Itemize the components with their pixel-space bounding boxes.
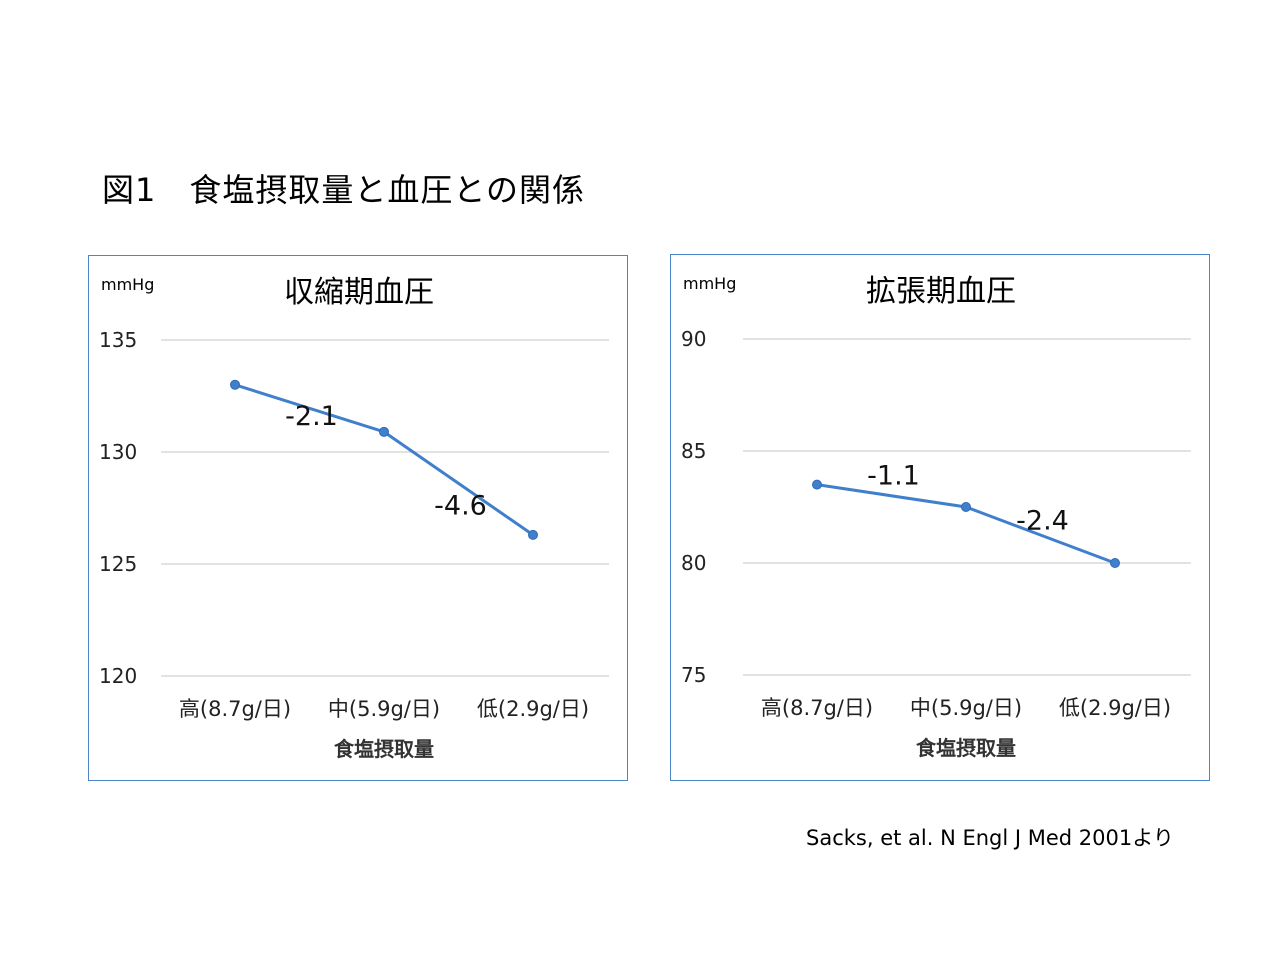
diastolic-y-tick-label: 85 — [681, 439, 706, 463]
diastolic-difference-label: -2.4 — [1016, 505, 1069, 536]
systolic-series-line — [234, 383, 534, 537]
systolic-y-tick-label: 130 — [99, 440, 137, 464]
systolic-y-tick-label: 135 — [99, 328, 137, 352]
systolic-data-point — [528, 529, 538, 540]
figure-title: 図1 食塩摂取量と血圧との関係 — [102, 171, 586, 209]
systolic-unit-label: mmHg — [101, 275, 154, 294]
systolic-difference-label: -2.1 — [285, 401, 338, 432]
diastolic-series-line — [816, 483, 1116, 565]
systolic-x-tick-label: 高(8.7g/日) — [179, 697, 291, 721]
diastolic-x-tick-label: 中(5.9g/日) — [910, 696, 1022, 720]
diastolic-title: 拡張期血圧 — [866, 274, 1016, 309]
diastolic-y-tick-label: 75 — [681, 663, 706, 687]
diastolic-data-point — [961, 502, 971, 512]
diastolic-y-tick-label: 80 — [681, 551, 706, 575]
diastolic-y-tick-label: 90 — [681, 327, 706, 351]
diastolic-x-tick-label: 低(2.9g/日) — [1059, 696, 1171, 720]
systolic-x-tick-label: 低(2.9g/日) — [477, 697, 589, 721]
systolic-x-tick-label: 中(5.9g/日) — [328, 697, 440, 721]
citation: Sacks, et al. N Engl J Med 2001より — [806, 826, 1174, 850]
systolic-title: 収縮期血圧 — [284, 275, 434, 310]
diastolic-unit-label: mmHg — [683, 274, 736, 293]
systolic-data-point — [379, 426, 389, 437]
systolic-difference-label: -4.6 — [434, 491, 487, 522]
systolic-y-tick-label: 120 — [99, 664, 137, 688]
systolic-data-point — [230, 379, 240, 390]
chart-systolic-svg: mmHg 収縮期血圧 120 125 130 135 高(8.7g/日) 中(5.9g/日) 低… — [99, 275, 609, 761]
systolic-y-tick-label: 125 — [99, 552, 137, 576]
chart-diastolic-svg: mmHg 拡張期血圧 75 80 85 90 高(8.7g/日) 中(5.9g/日) 低(2.9… — [681, 274, 1191, 760]
diastolic-data-point — [1110, 558, 1120, 568]
diastolic-x-tick-label: 高(8.7g/日) — [761, 696, 873, 720]
diastolic-difference-label: -1.1 — [867, 461, 920, 492]
diastolic-data-point — [812, 479, 822, 490]
chart-diastolic: mmHg 拡張期血圧 75 80 85 90 高(8.7g/日) 中(5.9g/日) 低(2.9… — [670, 254, 1210, 781]
diastolic-x-axis-label: 食塩摂取量 — [916, 736, 1016, 760]
systolic-x-axis-label: 食塩摂取量 — [334, 737, 434, 761]
chart-systolic: mmHg 収縮期血圧 120 125 130 135 高(8.7g/日) 中(5.9g/日) 低… — [88, 255, 628, 781]
